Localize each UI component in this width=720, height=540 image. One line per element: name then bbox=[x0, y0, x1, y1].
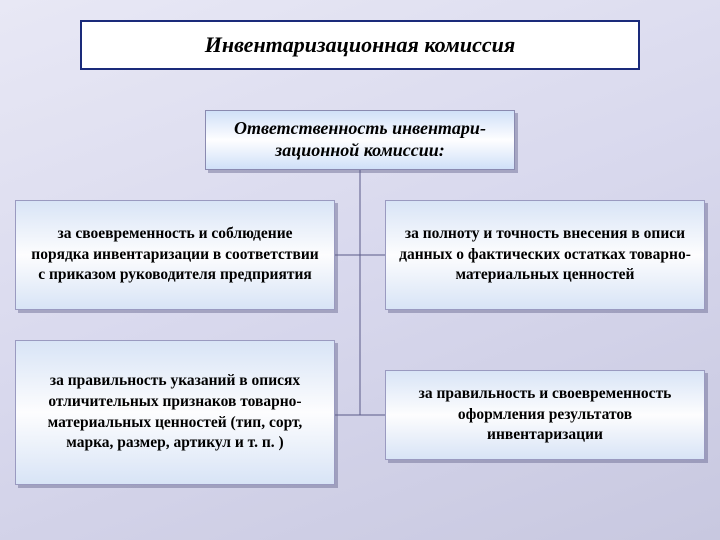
subtitle-text: Ответственность инвентари-зационной коми… bbox=[234, 118, 486, 161]
leaf-top-right: за полноту и точность внесения в описи д… bbox=[385, 200, 705, 310]
subtitle-box: Ответственность инвентари-зационной коми… bbox=[205, 110, 515, 170]
title-box: Инвентаризационная комиссия bbox=[80, 20, 640, 70]
title-text: Инвентаризационная комиссия bbox=[205, 32, 515, 58]
leaf-tl-text: за своевременность и соблюдение порядка … bbox=[28, 224, 322, 287]
leaf-br-text: за правильность и своевременность оформл… bbox=[398, 384, 692, 447]
leaf-tr-text: за полноту и точность внесения в описи д… bbox=[398, 224, 692, 287]
leaf-bottom-left: за правильность указаний в описях отличи… bbox=[15, 340, 335, 485]
leaf-bottom-right: за правильность и своевременность оформл… bbox=[385, 370, 705, 460]
leaf-bl-text: за правильность указаний в описях отличи… bbox=[28, 371, 322, 455]
leaf-top-left: за своевременность и соблюдение порядка … bbox=[15, 200, 335, 310]
